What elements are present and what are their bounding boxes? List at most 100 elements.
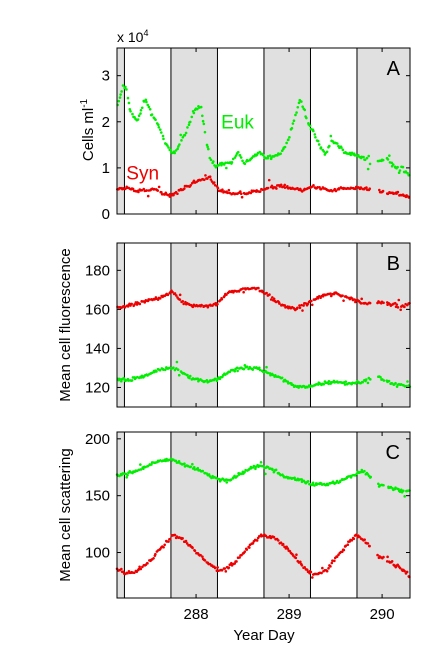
panel-c-syn-point [386, 555, 389, 559]
panel-b-syn-point [382, 301, 385, 305]
panel-a-label-euk: Euk [221, 113, 254, 134]
panel-b-euk-point [235, 366, 239, 370]
panel-c-syn-point [213, 566, 217, 570]
panel-c-euk-point [225, 481, 229, 484]
panel-a-euk-point [322, 150, 326, 153]
panel-b-euk-point [188, 374, 192, 378]
panel-c-syn-point [288, 549, 292, 553]
panel-a-euk-point [206, 145, 209, 149]
panel-b-syn-point [174, 294, 178, 297]
x-tick-label: 288 [184, 606, 209, 623]
panel-c-euk-point [360, 468, 364, 472]
panel-b-euk-point [327, 379, 331, 383]
panel-b-syn-point [329, 294, 333, 298]
panel-a-euk-point [187, 123, 191, 127]
panel-b-syn-point [143, 301, 147, 304]
panel-b-euk-point [280, 376, 284, 380]
panel-a-syn-point [279, 183, 283, 187]
panel-a-syn-point [378, 188, 381, 192]
panel-c-syn-point [120, 567, 123, 571]
panel-a-syn-point [381, 189, 385, 193]
panel-a-series-euk [116, 84, 411, 177]
panel-c-euk-point [398, 490, 402, 494]
panel-b-syn-point [133, 303, 136, 306]
panel-c-syn-point [227, 566, 231, 569]
panel-b-euk-point [176, 368, 180, 371]
panel-a-euk-point [401, 165, 405, 169]
panel-a-euk-point [368, 162, 372, 166]
panel-c-syn-point [300, 564, 304, 567]
panel-a-euk-point [131, 112, 134, 116]
panel-a-euk-point [167, 146, 170, 149]
panel-c-euk-point [339, 479, 342, 483]
panel-b-euk-point [306, 385, 309, 389]
panel-c-syn-point [257, 535, 261, 538]
panel-c-euk-point [403, 495, 407, 498]
panel-c-syn-point [327, 567, 330, 570]
panel-c-euk-point [274, 468, 278, 472]
panel-c-syn-point [398, 566, 402, 570]
panel-c-syn-point [138, 565, 141, 569]
panel-a-syn-point [164, 191, 168, 195]
panel-a-syn-point [189, 184, 192, 187]
panel-a-syn-point [337, 187, 341, 191]
panel-b-syn-point [309, 299, 313, 303]
panel-b-syn-point [216, 302, 219, 306]
panel-c-euk-point [359, 470, 363, 474]
panel-a-euk-point [294, 113, 297, 117]
panel-b-syn-point [173, 292, 177, 295]
panel-a-euk-point [303, 108, 307, 112]
panel-a-night-band-3 [356, 48, 410, 214]
panel-c-euk-point [243, 470, 246, 474]
panel-c-euk-point [311, 481, 315, 485]
panel-a-euk-point [136, 118, 140, 121]
panel-a-syn-point [157, 185, 161, 189]
panel-b-syn-point [271, 296, 274, 299]
panel-c-syn-point [382, 555, 385, 559]
panel-c-syn-point [152, 556, 155, 560]
panel-a-syn-point [221, 188, 224, 192]
panel-b-syn-point [359, 302, 363, 305]
panel-a-euk-point [314, 135, 317, 139]
panel-a-syn-point [226, 191, 229, 195]
panel-b-syn-point [123, 305, 127, 309]
panel-a-syn-point [168, 192, 172, 196]
panel-c-ylabel: Mean cell scattering [57, 448, 74, 581]
panel-b-syn-point [237, 290, 241, 293]
panel-a-euk-point [120, 90, 123, 93]
panel-a-euk-point [297, 101, 301, 105]
panel-a-syn-point [160, 191, 163, 194]
panel-a-syn-point [275, 187, 278, 190]
panel-b-syn-point [310, 303, 314, 307]
panel-c-syn-point [224, 570, 228, 573]
panel-a-euk-point [158, 128, 162, 131]
panel-c-syn-point [340, 550, 344, 554]
panel-b-ytick-label: 160 [85, 301, 110, 318]
panel-a-plot: 0 1 2 3 A Euk Syn [102, 47, 411, 223]
panel-b-euk-point [344, 380, 348, 383]
panel-a-euk-point [119, 93, 122, 96]
panel-a-syn-point [359, 186, 363, 189]
panel-b-euk-point [394, 381, 397, 385]
panel-b-syn-point [241, 287, 245, 290]
panel-a-euk-point [341, 148, 345, 152]
x-tick-label: 289 [277, 606, 302, 623]
panel-a-syn-point [267, 178, 271, 182]
panel-c-euk-point [271, 468, 274, 472]
panel-a-letter: A [387, 58, 401, 80]
panel-c-syn-point [139, 567, 143, 571]
panel-b-syn-point [316, 297, 320, 300]
panel-c-syn-point [185, 542, 189, 545]
panel-c-euk-point [167, 458, 171, 462]
panel-c-syn-point [223, 567, 227, 570]
panel-a-series-syn [116, 174, 411, 199]
panel-a-euk-point [296, 105, 300, 109]
panel-c-euk-point [125, 476, 128, 479]
panel-a-syn-point [334, 189, 338, 193]
panel-b-syn-point [304, 302, 308, 305]
panel-a-euk-point [176, 147, 179, 151]
panel-a-euk-point [188, 120, 192, 124]
panel-a-euk-point [179, 133, 182, 137]
panel-a-multiplier: x 104 [117, 28, 148, 45]
